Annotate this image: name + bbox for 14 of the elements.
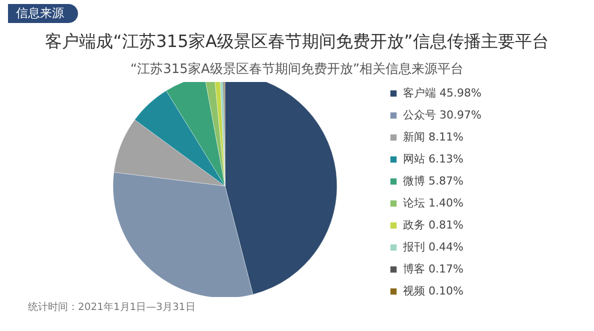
legend-label: 视频 0.10% [403, 284, 464, 298]
chart-title: 客户端成“江苏315家A级景区春节期间免费开放”信息传播主要平台 [44, 31, 550, 53]
text: 信息来源 [8, 4, 78, 23]
text: 统计时间：2021年1月1日—3月31日 [28, 300, 196, 314]
legend-label: 网站 6.13% [403, 152, 464, 166]
legend-label: 论坛 1.40% [403, 196, 464, 210]
legend-label: 新闻 8.11% [403, 130, 464, 144]
legend-label: 微博 5.87% [403, 174, 464, 188]
legend-label: 博客 0.17% [403, 262, 464, 276]
legend-label: 报刊 0.44% [402, 240, 464, 254]
legend-label: 客户端 45.98% [403, 86, 482, 100]
legend-label: 政务 0.81% [403, 218, 464, 232]
legend-label: 公众号 30.97% [403, 108, 482, 122]
chart-subtitle: “江苏315家A级景区春节期间免费开放”相关信息来源平台 [129, 61, 465, 78]
